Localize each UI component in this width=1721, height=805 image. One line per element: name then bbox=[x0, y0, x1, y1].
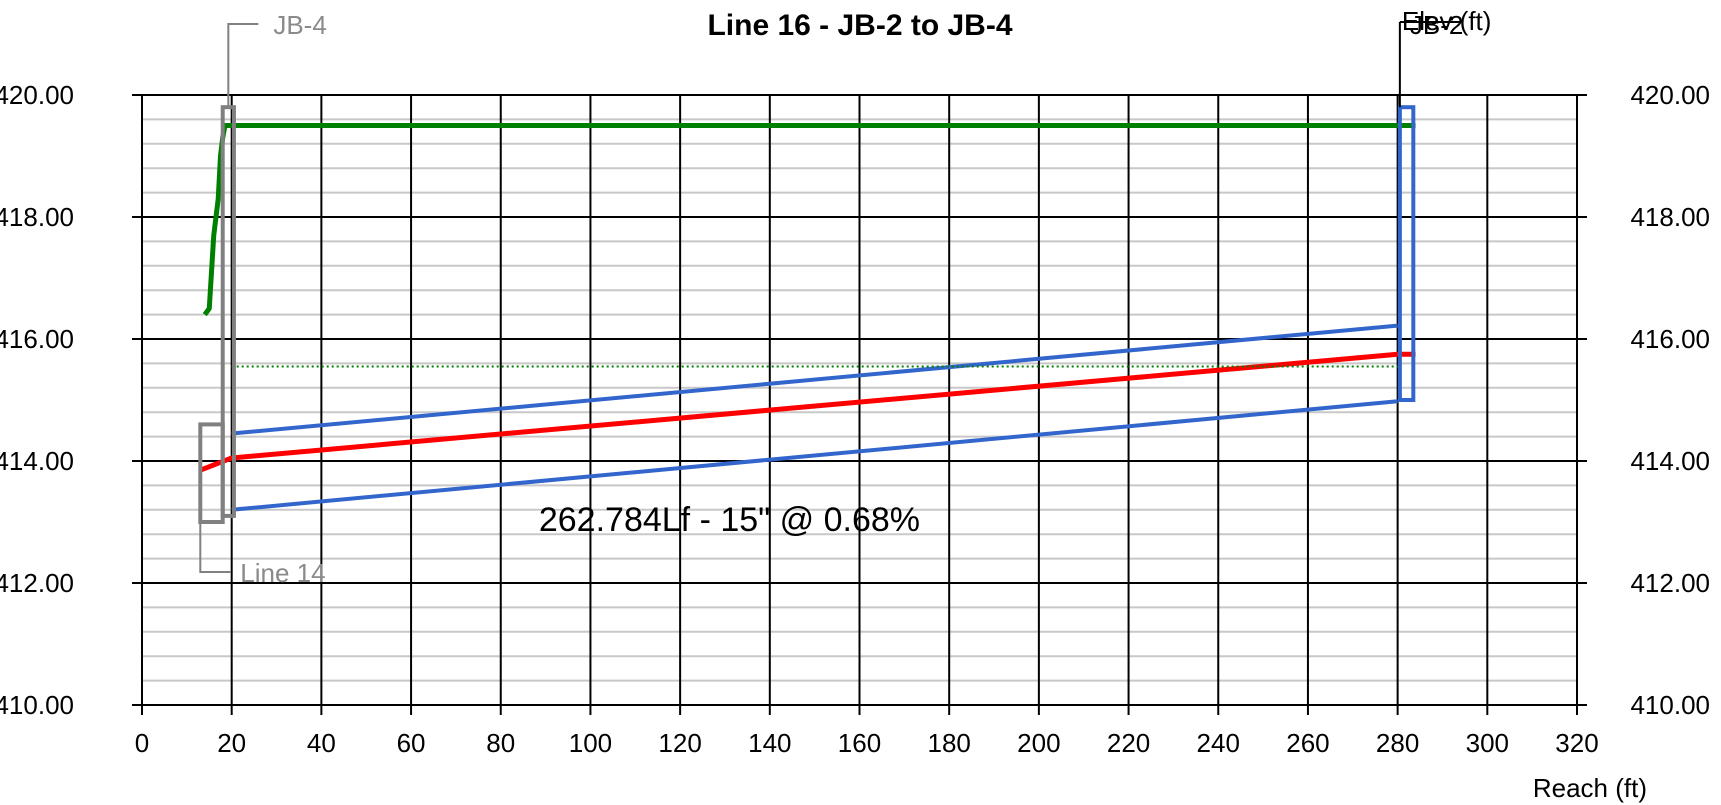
x-tick-label: 320 bbox=[1555, 728, 1598, 758]
y-tick-label: 420.00 bbox=[0, 80, 74, 110]
y-tick-label: 412.00 bbox=[0, 568, 74, 598]
y-tick-label-right: 418.00 bbox=[1630, 202, 1710, 232]
structure-jb-2 bbox=[1397, 105, 1416, 402]
jb2-label: JB-2 bbox=[1410, 10, 1463, 40]
x-tick-label: 280 bbox=[1376, 728, 1419, 758]
y-tick-label-right: 412.00 bbox=[1630, 568, 1710, 598]
x-tick-label: 160 bbox=[838, 728, 881, 758]
x-tick-label: 40 bbox=[307, 728, 336, 758]
x-tick-label: 220 bbox=[1107, 728, 1150, 758]
x-tick-label: 60 bbox=[397, 728, 426, 758]
x-tick-label: 120 bbox=[658, 728, 701, 758]
x-tick-label: 300 bbox=[1466, 728, 1509, 758]
x-axis-label: Reach (ft) bbox=[1533, 773, 1647, 803]
x-tick-label: 180 bbox=[927, 728, 970, 758]
y-tick-label-right: 410.00 bbox=[1630, 690, 1710, 720]
chart-title: Line 16 - JB-2 to JB-4 bbox=[707, 9, 1012, 42]
y-tick-label: 410.00 bbox=[0, 690, 74, 720]
plot-frame bbox=[141, 94, 1578, 706]
line14-leader bbox=[199, 522, 231, 573]
pipe-annotation: 262.784Lf - 15" @ 0.68% bbox=[539, 501, 920, 539]
series-line-0 bbox=[199, 351, 1416, 473]
y-tick-label: 418.00 bbox=[0, 202, 74, 232]
x-tick-label: 200 bbox=[1017, 728, 1060, 758]
structure-line-14 bbox=[198, 422, 225, 524]
y-tick-label: 414.00 bbox=[0, 446, 74, 476]
pipe-crown-line bbox=[231, 323, 1398, 436]
x-tick-label: 0 bbox=[135, 728, 149, 758]
x-tick-label: 100 bbox=[569, 728, 612, 758]
x-tick-label: 140 bbox=[748, 728, 791, 758]
label-layer: 410.00 410.00 412.00 412.00 414.00 414.00 416.… bbox=[0, 6, 1710, 758]
x-tick-label: 260 bbox=[1286, 728, 1329, 758]
line14-label: Line 14 bbox=[240, 558, 325, 588]
x-tick-label: 20 bbox=[217, 728, 246, 758]
y-tick-label-right: 416.00 bbox=[1630, 324, 1710, 354]
series-layer bbox=[199, 123, 1416, 512]
y-axis-label: Elev (ft) bbox=[1402, 6, 1492, 36]
y-tick-label: 416.00 bbox=[0, 324, 74, 354]
jb4-label: JB-4 bbox=[273, 10, 326, 40]
grid bbox=[132, 94, 1587, 715]
y-tick-label-right: 414.00 bbox=[1630, 446, 1710, 476]
jb4-leader bbox=[227, 23, 259, 108]
y-tick-label-right: 420.00 bbox=[1630, 80, 1710, 110]
x-tick-label: 80 bbox=[486, 728, 515, 758]
x-tick-label: 240 bbox=[1197, 728, 1240, 758]
pipe-invert-line bbox=[231, 399, 1398, 512]
structure-layer bbox=[198, 21, 1460, 573]
